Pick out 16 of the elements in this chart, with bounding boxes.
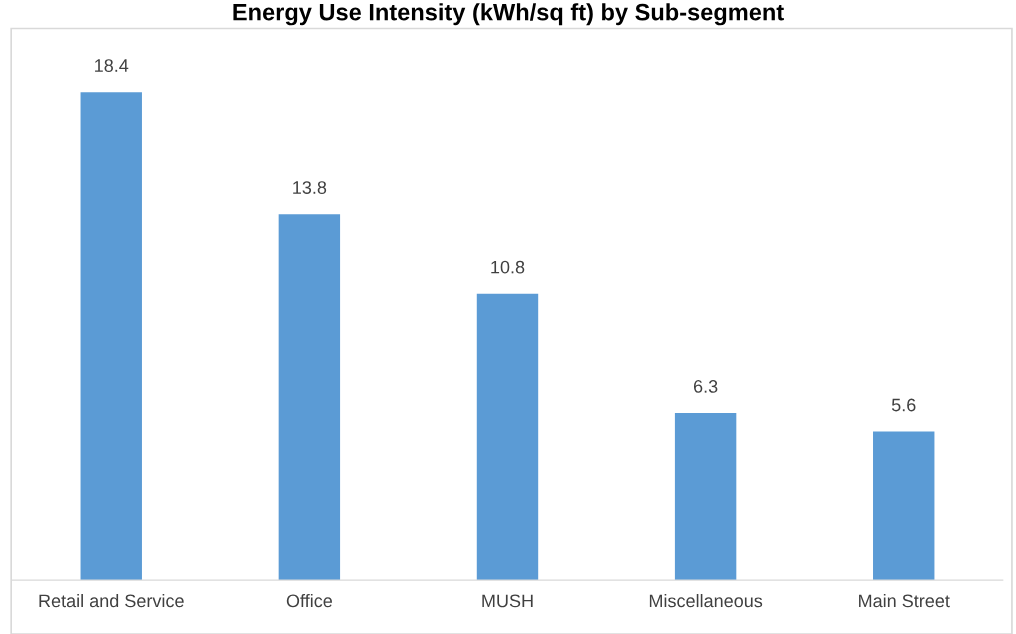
bar: [278, 214, 341, 581]
x-tick-label: Office: [286, 594, 332, 608]
data-label: 5.6: [891, 398, 916, 412]
x-tick-label: Miscellaneous: [649, 594, 763, 608]
x-tick-label: Retail and Service: [39, 594, 184, 608]
data-label: 18.4: [95, 59, 129, 72]
bar: [674, 413, 737, 581]
bar: [80, 92, 142, 581]
data-label: 10.8: [491, 260, 525, 274]
data-label: 6.3: [693, 380, 718, 393]
x-tick-label: MUSH: [482, 594, 533, 608]
bar: [476, 293, 539, 581]
chart-title: Energy Use Intensity (kWh/sq ft) by Sub-segment: [233, 3, 784, 26]
bar: [873, 431, 935, 581]
data-label: 13.8: [293, 181, 327, 194]
x-tick-label: Main Street: [859, 594, 950, 608]
